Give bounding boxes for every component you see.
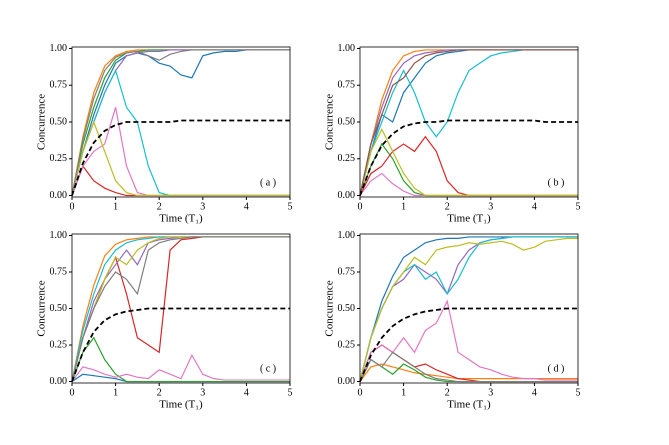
trajectory-line: [71, 120, 290, 197]
x-tick-label: 2: [157, 201, 162, 212]
x-tick-label: 3: [488, 387, 493, 398]
trajectory-line: [71, 68, 290, 197]
y-tick-label: 0.25: [50, 339, 68, 350]
x-tick-label: 5: [288, 387, 293, 398]
trajectory-line: [359, 172, 578, 197]
x-tick-label: 3: [200, 201, 205, 212]
y-tick-label: 0.50: [338, 303, 356, 314]
y-tick-label: 0.75: [338, 80, 356, 91]
mean-line: [359, 119, 578, 196]
y-tick-label: 0.25: [50, 153, 68, 164]
plot-frame: [359, 46, 579, 198]
y-tick-label: 0.25: [338, 339, 356, 350]
mean-line: [71, 307, 290, 382]
x-tick-label: 1: [113, 387, 118, 398]
y-tick-label: 1.00: [338, 43, 356, 54]
x-tick-label: 1: [401, 201, 406, 212]
y-tick-label: 0.00: [50, 190, 68, 201]
y-tick-label: 0.75: [338, 266, 356, 277]
y-tick-label: 0.75: [50, 80, 68, 91]
x-tick-label: 0: [70, 387, 75, 398]
y-tick-label: 0.00: [50, 376, 68, 387]
y-axis-label: Concurrence: [324, 94, 336, 150]
y-tick-label: 0.75: [50, 266, 68, 277]
y-axis-label: Concurrence: [324, 280, 336, 336]
x-tick-label: 0: [70, 201, 75, 212]
x-tick-label: 4: [532, 387, 537, 398]
panel-label: ( a ): [260, 177, 276, 188]
trajectory-line: [359, 135, 578, 197]
mean-line: [71, 119, 290, 196]
x-tick-label: 3: [200, 387, 205, 398]
x-tick-label: 4: [244, 201, 249, 212]
x-tick-label: 1: [401, 387, 406, 398]
mean-line: [359, 307, 578, 382]
x-tick-label: 0: [358, 201, 363, 212]
x-tick-label: 0: [358, 387, 363, 398]
x-tick-label: 2: [157, 387, 162, 398]
x-tick-label: 5: [288, 201, 293, 212]
x-tick-label: 2: [445, 387, 450, 398]
y-tick-label: 0.50: [50, 303, 68, 314]
plot-frame: [359, 233, 579, 384]
y-tick-label: 1.00: [338, 230, 356, 241]
x-tick-label: 3: [488, 201, 493, 212]
x-axis-label: Time (T₁): [159, 213, 203, 225]
y-axis-label: Concurrence: [36, 280, 48, 336]
trajectory-line: [71, 49, 290, 196]
panel-label: ( c ): [260, 363, 276, 374]
trajectory-line: [359, 127, 578, 197]
y-tick-label: 0.00: [338, 376, 356, 387]
trajectory-line: [359, 363, 578, 382]
y-tick-label: 1.00: [50, 43, 68, 54]
x-tick-label: 4: [244, 387, 249, 398]
x-tick-label: 5: [576, 387, 581, 398]
trajectory-line: [359, 49, 578, 196]
y-axis-label: Concurrence: [36, 94, 48, 150]
x-axis-label: Time (T₁): [447, 399, 491, 411]
trajectory-line: [71, 336, 290, 383]
x-tick-label: 4: [532, 201, 537, 212]
trajectory-line: [359, 344, 578, 383]
panel-label: ( b ): [548, 177, 565, 188]
trajectory-line: [359, 351, 578, 383]
y-tick-label: 0.25: [338, 153, 356, 164]
plot-frame: [71, 233, 291, 384]
plot-frame: [71, 46, 291, 198]
trajectory-line: [359, 237, 578, 382]
trajectory-line: [71, 164, 290, 197]
y-tick-label: 0.00: [338, 190, 356, 201]
x-axis-label: Time (T₁): [159, 399, 203, 411]
trajectory-line: [359, 299, 578, 382]
trajectory-line: [71, 236, 290, 382]
panel-label: ( d ): [548, 363, 565, 374]
x-axis-label: Time (T₁): [447, 213, 491, 225]
y-tick-label: 0.50: [338, 116, 356, 127]
x-tick-label: 2: [445, 201, 450, 212]
y-tick-label: 0.50: [50, 116, 68, 127]
x-tick-label: 1: [113, 201, 118, 212]
y-tick-label: 1.00: [50, 230, 68, 241]
trajectory-line: [71, 353, 290, 382]
x-tick-label: 5: [576, 201, 581, 212]
